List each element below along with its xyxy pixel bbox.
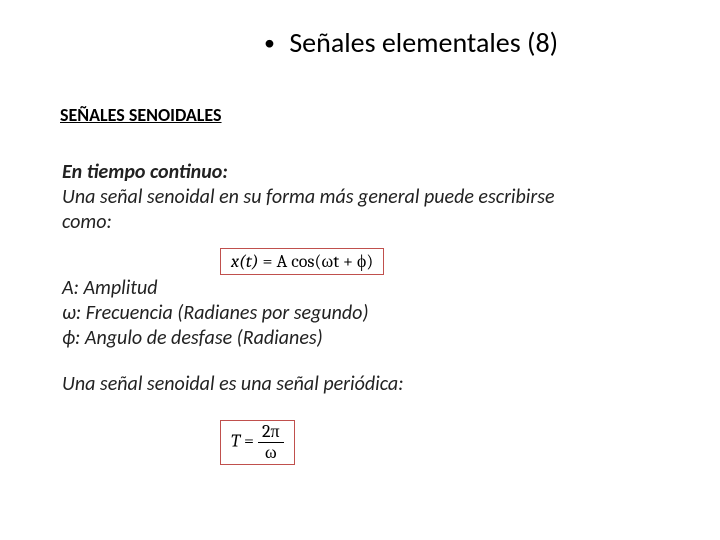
definitions: A: Amplitud ω: Frecuencia (Radianes por …	[62, 276, 369, 351]
slide: • Señales elementales (8) SEÑALES SENOID…	[0, 0, 720, 540]
formula-2-lhs: T	[231, 431, 240, 452]
formula-2-eq: =	[240, 431, 258, 452]
body-block: En tiempo continuo: Una señal senoidal e…	[62, 160, 662, 235]
slide-title: • Señales elementales (8)	[264, 22, 558, 60]
def-phase: ϕ: Angulo de desfase (Radianes)	[62, 326, 369, 351]
formula-1-eq: =	[259, 251, 277, 272]
formula-1: x(t) = A cos(ωt + ϕ)	[220, 248, 384, 275]
formula-2-fraction: 2πω	[258, 423, 284, 462]
body-intro-line1: Una señal senoidal en su forma más gener…	[62, 185, 662, 210]
formula-1-box: x(t) = A cos(ωt + ϕ)	[220, 248, 384, 275]
formula-2: T = 2πω	[220, 420, 295, 465]
formula-2-box: T = 2πω	[220, 420, 295, 465]
sub-heading: SEÑALES SENOIDALES	[60, 104, 222, 126]
periodic-statement: Una señal senoidal es una señal periódic…	[62, 372, 404, 396]
formula-2-den: ω	[258, 443, 284, 462]
formula-1-lhs: x(t)	[231, 251, 259, 272]
formula-1-rhs: A cos(ωt + ϕ)	[276, 251, 373, 272]
formula-2-num: 2π	[258, 423, 284, 443]
def-amplitude: A: Amplitud	[62, 276, 369, 301]
bullet-icon: •	[264, 29, 275, 56]
title-text: Señales elementales (8)	[289, 25, 558, 60]
def-frequency: ω: Frecuencia (Radianes por segundo)	[62, 301, 369, 326]
body-heading: En tiempo continuo:	[62, 160, 662, 185]
body-intro-line2: como:	[62, 210, 662, 235]
